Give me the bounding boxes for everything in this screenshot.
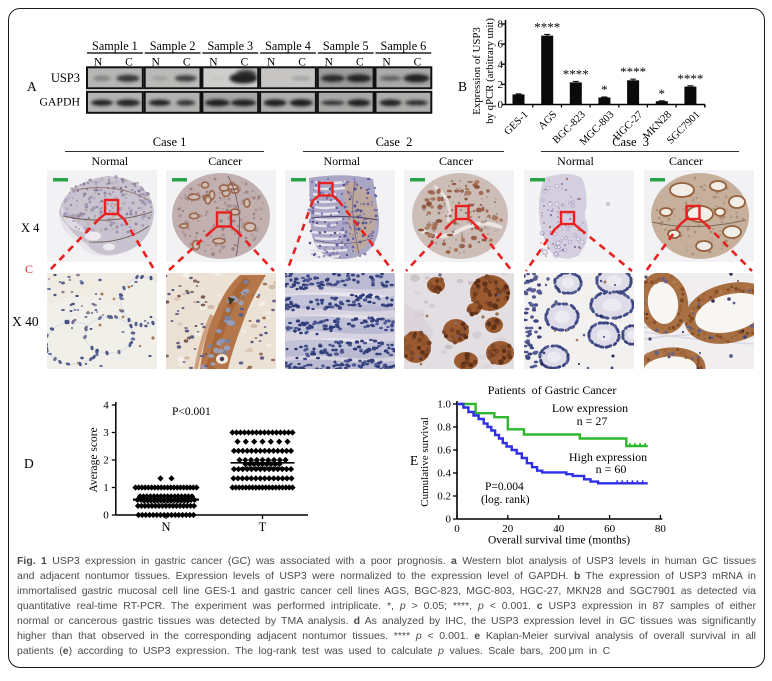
svg-text:N: N [382,57,391,69]
svg-text:N: N [94,57,103,69]
svg-text:0.2: 0.2 [437,491,451,503]
svg-text:C: C [298,57,306,69]
svg-text:(log. rank): (log. rank) [481,494,530,506]
svg-text:Expression of USP3: Expression of USP3 [471,27,483,115]
svg-text:P<0.001: P<0.001 [172,406,211,418]
svg-text:0: 0 [446,514,452,526]
svg-text:Low expression: Low expression [552,401,628,415]
svg-text:40: 40 [553,523,565,535]
svg-text:1: 1 [103,482,109,494]
svg-text:Average score: Average score [88,427,100,492]
svg-text:N: N [209,57,218,69]
svg-text:Cumulative survival: Cumulative survival [419,417,431,507]
svg-text:0.4: 0.4 [437,468,451,480]
svg-text:Sample 2: Sample 2 [150,39,196,53]
svg-text:B: B [458,79,467,94]
svg-text:8: 8 [498,19,504,31]
svg-text:P=0.004: P=0.004 [485,481,524,493]
svg-text:0: 0 [103,510,109,522]
svg-text:4: 4 [498,59,504,71]
svg-text:Overall survival time (months): Overall survival time (months) [488,535,630,547]
svg-text:4: 4 [103,400,109,412]
svg-text:USP3: USP3 [51,71,80,85]
svg-text:****: **** [534,19,560,34]
svg-text:3: 3 [103,427,109,439]
svg-text:by qPCR (arbitrary unit): by qPCR (arbitrary unit) [484,18,496,124]
svg-text:N: N [161,520,170,534]
svg-text:Sample 1: Sample 1 [92,39,138,53]
svg-text:C: C [125,57,133,69]
svg-text:T: T [259,520,267,534]
svg-text:*: * [601,82,608,97]
svg-text:GAPDH: GAPDH [39,95,80,109]
svg-text:C: C [241,57,249,69]
svg-text:20: 20 [502,523,514,535]
svg-text:n = 27: n = 27 [577,414,608,428]
svg-text:Sample 3: Sample 3 [207,39,253,53]
svg-text:A: A [27,79,37,94]
svg-text:2: 2 [498,79,504,91]
svg-text:C: C [414,57,422,69]
svg-text:N: N [152,57,161,69]
svg-text:High expression: High expression [569,450,647,464]
svg-text:Sample 6: Sample 6 [381,39,427,53]
svg-text:*: * [659,86,666,101]
svg-text:****: **** [677,71,703,86]
svg-text:n = 60: n = 60 [596,462,627,476]
svg-text:Sample 4: Sample 4 [265,39,311,53]
svg-text:0.6: 0.6 [437,445,451,457]
svg-text:2: 2 [103,455,109,467]
svg-text:Patients of Gastric Cancer: Patients of Gastric Cancer [488,383,617,397]
svg-text:****: **** [620,64,646,79]
svg-text:1.0: 1.0 [437,399,451,411]
svg-text:0: 0 [498,99,504,111]
svg-text:80: 80 [655,523,667,535]
svg-text:N: N [267,57,276,69]
svg-text:C: C [183,57,191,69]
svg-text:60: 60 [604,523,616,535]
svg-text:0: 0 [454,523,460,535]
svg-text:N: N [325,57,334,69]
svg-text:C: C [356,57,364,69]
svg-text:6: 6 [498,39,504,51]
svg-text:0.8: 0.8 [437,422,451,434]
svg-text:Sample 5: Sample 5 [323,39,369,53]
svg-text:****: **** [563,66,589,81]
